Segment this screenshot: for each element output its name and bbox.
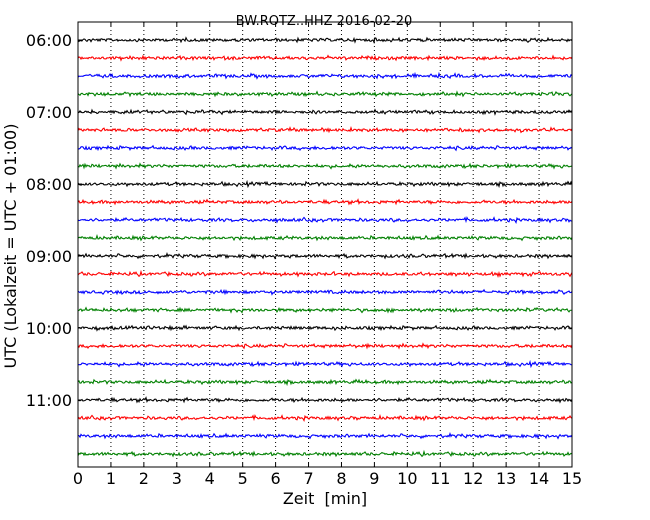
trace-0815 [77, 198, 573, 206]
trace-1115 [77, 414, 573, 422]
x-tick-label: 12 [463, 469, 483, 488]
x-tick-label: 4 [205, 469, 215, 488]
x-tick-label: 14 [529, 469, 549, 488]
x-axis-label: Zeit [min] [283, 489, 367, 508]
x-tick-label: 10 [397, 469, 417, 488]
trace-0915 [77, 269, 573, 279]
trace-0715 [77, 125, 573, 134]
trace-1045 [77, 378, 573, 387]
trace-1000 [77, 324, 573, 332]
trace-0700 [77, 108, 573, 116]
x-tick-label: 11 [430, 469, 450, 488]
y-tick-label: 08:00 [26, 175, 72, 194]
trace-1145 [77, 449, 573, 458]
y-tick-label: 06:00 [26, 31, 72, 50]
trace-0800 [77, 179, 573, 189]
trace-0845 [77, 234, 573, 242]
trace-0945 [77, 306, 573, 314]
x-tick-label: 8 [336, 469, 346, 488]
x-tick-label: 3 [172, 469, 182, 488]
axis-ticks [77, 22, 573, 467]
y-tick-label: 09:00 [26, 247, 72, 266]
trace-0630 [77, 71, 573, 80]
y-tick-label: 07:00 [26, 103, 72, 122]
trace-1130 [77, 432, 573, 440]
y-axis-label: UTC (Lokalzeit = UTC + 01:00) [1, 124, 20, 369]
x-tick-label: 9 [369, 469, 379, 488]
x-tick-label: 0 [73, 469, 83, 488]
x-tick-label: 6 [271, 469, 281, 488]
trace-group [77, 36, 573, 458]
x-tick-label: 5 [238, 469, 248, 488]
x-tick-label: 13 [496, 469, 516, 488]
x-tick-label: 7 [303, 469, 313, 488]
trace-0730 [77, 144, 573, 152]
trace-0645 [77, 90, 573, 98]
trace-1015 [77, 342, 573, 350]
y-tick-labels: 06:00 07:00 08:00 09:00 10:00 11:00 [26, 31, 72, 410]
x-tick-label: 2 [139, 469, 149, 488]
trace-0615 [77, 54, 573, 62]
trace-0600 [77, 36, 573, 45]
y-tick-label: 10:00 [26, 319, 72, 338]
trace-0900 [77, 252, 573, 260]
trace-0930 [77, 288, 573, 296]
x-tick-label: 15 [562, 469, 582, 488]
trace-1100 [77, 396, 573, 404]
trace-1030 [77, 359, 573, 369]
trace-0745 [77, 162, 573, 170]
y-tick-label: 11:00 [26, 391, 72, 410]
x-tick-label: 1 [106, 469, 116, 488]
plot-frame [77, 21, 573, 468]
trace-0830 [77, 216, 573, 224]
x-tick-labels: 0 1 2 3 4 5 6 7 8 9 10 11 12 13 14 15 [73, 469, 582, 488]
